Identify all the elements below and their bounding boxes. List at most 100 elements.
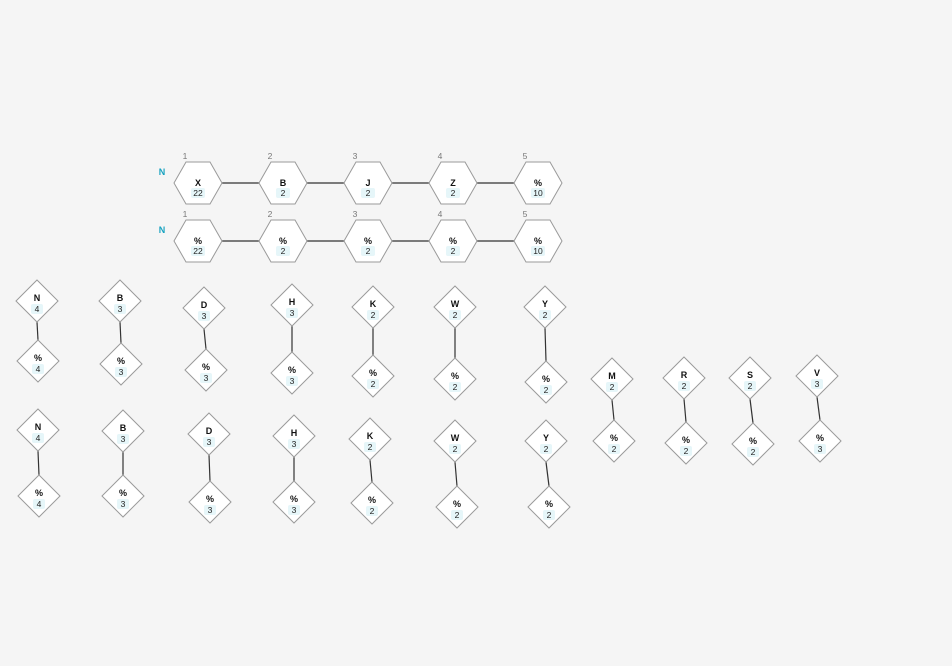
- node-count: 2: [684, 446, 689, 456]
- hex-row: N1%222%23%24%25%10: [159, 209, 563, 263]
- pair-edge: [816, 396, 821, 421]
- node-count: 3: [121, 499, 126, 509]
- diamond-pair: N4%4: [15, 279, 60, 383]
- count-badge: [814, 444, 826, 454]
- count-badge: [31, 304, 43, 314]
- node-count: 3: [290, 308, 295, 318]
- count-badge: [543, 510, 555, 520]
- node-count: 4: [36, 364, 41, 374]
- diamond-node: H3: [272, 414, 316, 458]
- node-count: 3: [818, 444, 823, 454]
- diamond-shape: [433, 285, 477, 329]
- node-label: B: [280, 178, 287, 188]
- hex-node: 1 X22: [173, 151, 223, 205]
- count-badge: [276, 246, 290, 256]
- node-count: 22: [193, 246, 203, 256]
- node-count: 3: [208, 505, 213, 515]
- pair-edge: [37, 450, 40, 476]
- diamond-node: Y2: [524, 419, 568, 463]
- node-count: 2: [544, 385, 549, 395]
- count-badge: [744, 381, 756, 391]
- node-label: %: [682, 435, 690, 445]
- count-badge: [364, 442, 376, 452]
- count-badge: [678, 381, 690, 391]
- count-badge: [540, 385, 552, 395]
- count-badge: [680, 446, 692, 456]
- diamond-pair: V3%3: [795, 354, 842, 463]
- node-label: %: [534, 178, 542, 188]
- node-count: 2: [544, 444, 549, 454]
- node-count: 2: [451, 246, 456, 256]
- diamond-node: %2: [433, 357, 477, 401]
- hex-node: 5%10: [513, 209, 563, 263]
- node-count: 2: [453, 310, 458, 320]
- node-count: 3: [118, 304, 123, 314]
- node-label: D: [206, 426, 213, 436]
- count-badge: [33, 499, 45, 509]
- diamond-shape: [16, 408, 60, 452]
- node-count: 2: [451, 188, 456, 198]
- diamond-pair: M2%2: [590, 357, 636, 463]
- hex-shape: [513, 219, 563, 263]
- node-label: B: [120, 423, 127, 433]
- node-label: %: [119, 488, 127, 498]
- hex-shape: [173, 161, 223, 205]
- node-label: %: [206, 494, 214, 504]
- position-number: 4: [438, 209, 443, 219]
- pair-edge: [208, 454, 211, 482]
- node-count: 3: [290, 376, 295, 386]
- diamond-node: %2: [664, 421, 708, 465]
- diamond-shape: [524, 360, 568, 404]
- count-badge: [191, 246, 205, 256]
- diamond-node: H3: [270, 283, 314, 327]
- count-badge: [449, 382, 461, 392]
- diamond-pair: R2%2: [662, 356, 708, 465]
- count-badge: [608, 444, 620, 454]
- count-badge: [286, 308, 298, 318]
- count-badge: [531, 188, 545, 198]
- diamond-shape: [527, 485, 571, 529]
- node-label: %: [542, 374, 550, 384]
- diamond-shape: [99, 342, 143, 386]
- pair-edge: [203, 328, 207, 350]
- hex-shape: [513, 161, 563, 205]
- position-number: 5: [523, 209, 528, 219]
- node-label: K: [367, 431, 374, 441]
- hex-node: 2%2: [258, 209, 308, 263]
- diamond-shape: [348, 417, 392, 461]
- count-badge: [449, 444, 461, 454]
- diamond-shape: [664, 421, 708, 465]
- node-label: Z: [450, 178, 456, 188]
- hex-node: 2B2: [258, 151, 308, 205]
- diamond-shape: [351, 285, 395, 329]
- hex-node: 5%10: [513, 151, 563, 205]
- diamond-node: %3: [272, 480, 316, 524]
- diamond-pair: W2%2: [433, 419, 479, 529]
- count-badge: [288, 505, 300, 515]
- position-number: 2: [268, 151, 273, 161]
- node-count: 4: [36, 433, 41, 443]
- diamond-shape: [101, 409, 145, 453]
- diamond-node: K2: [351, 285, 395, 329]
- diamond-pair: H3%3: [270, 283, 314, 395]
- hex-node: 4%2: [428, 209, 478, 263]
- position-number: 4: [438, 151, 443, 161]
- count-badge: [361, 188, 375, 198]
- hex-node: 4 Z2: [428, 151, 478, 205]
- diamond-shape: [351, 354, 395, 398]
- count-badge: [367, 379, 379, 389]
- node-label: H: [289, 297, 296, 307]
- node-count: 3: [292, 505, 297, 515]
- position-number: 1: [183, 209, 188, 219]
- node-label: %: [279, 236, 287, 246]
- node-count: 2: [610, 382, 615, 392]
- node-label: %: [451, 371, 459, 381]
- count-badge: [203, 437, 215, 447]
- node-label: K: [370, 299, 377, 309]
- count-badge: [286, 376, 298, 386]
- pair-edge: [683, 398, 687, 423]
- count-badge: [204, 505, 216, 515]
- hex-shape: [428, 161, 478, 205]
- node-label: X: [195, 178, 201, 188]
- node-count: 2: [281, 188, 286, 198]
